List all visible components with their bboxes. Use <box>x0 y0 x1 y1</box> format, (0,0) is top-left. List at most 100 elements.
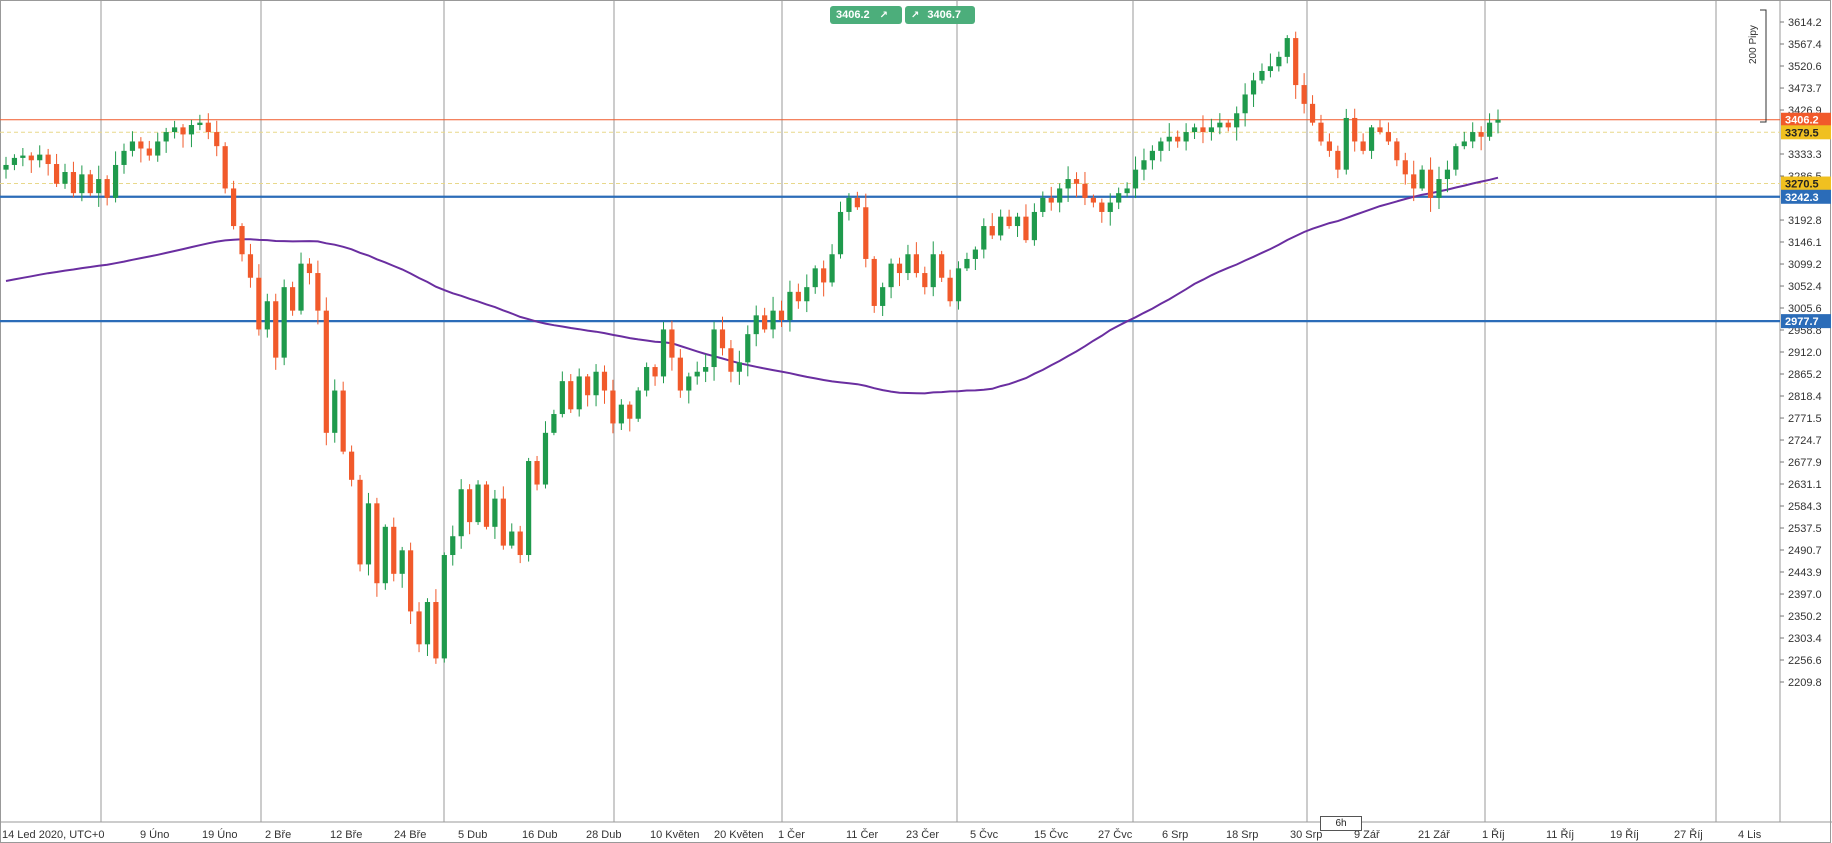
candle <box>155 132 161 162</box>
candle <box>20 148 26 167</box>
candle-body <box>441 555 447 659</box>
candle <box>677 349 683 398</box>
pips-scale-label: 200 Pipy <box>1748 25 1759 64</box>
candle-body <box>374 503 380 584</box>
candle <box>972 246 978 271</box>
candle-body <box>230 188 237 227</box>
candle <box>610 379 616 434</box>
candle <box>964 252 970 272</box>
x-tick-label: 23 Čer <box>906 828 939 841</box>
candle-body <box>332 390 338 433</box>
price-axis[interactable]: 3614.23567.43520.63473.73426.93333.33286… <box>1780 17 1822 689</box>
candle-body <box>922 273 928 288</box>
x-tick-label: 15 Čvc <box>1034 828 1069 841</box>
candle-body <box>1343 117 1349 170</box>
candle <box>1124 182 1130 198</box>
candle <box>483 481 490 530</box>
bid-quote-button[interactable]: 3406.2 ↗ <box>830 6 902 24</box>
candle-body <box>1023 216 1029 241</box>
trend-up-icon: ↗ <box>879 10 889 21</box>
candle <box>863 193 869 268</box>
candle-body <box>1149 150 1155 161</box>
candle-body <box>686 376 692 391</box>
candle-body <box>239 226 245 255</box>
y-tick-label: 2912.0 <box>1788 347 1822 359</box>
candle <box>11 154 18 171</box>
candle-body <box>1427 169 1434 198</box>
candle <box>1107 193 1113 226</box>
y-tick-label: 3333.3 <box>1788 149 1822 161</box>
candle <box>188 119 195 148</box>
candle <box>3 156 9 179</box>
candle-body <box>1057 188 1063 203</box>
candle-body <box>273 301 279 358</box>
candle <box>79 165 85 202</box>
candle <box>37 145 43 168</box>
y-tick-label: 2631.1 <box>1788 479 1822 491</box>
candle-body <box>1411 174 1417 189</box>
y-tick-label: 2256.6 <box>1788 655 1822 667</box>
candle <box>399 546 405 588</box>
candle-body <box>315 273 321 311</box>
timeframe-indicator[interactable]: 6h <box>1320 816 1362 831</box>
candle-body <box>188 125 195 135</box>
candle <box>214 120 220 157</box>
price-tag: 3242.3 <box>1781 189 1831 204</box>
candle-body <box>483 484 490 527</box>
candle <box>500 486 506 550</box>
y-tick-label: 2303.4 <box>1788 633 1822 645</box>
candle <box>357 474 363 572</box>
candle <box>315 260 321 325</box>
candle <box>104 175 110 206</box>
candle <box>96 165 102 207</box>
candle-body <box>1073 179 1080 184</box>
candle <box>981 218 987 259</box>
candle <box>197 114 203 131</box>
x-tick-label: 20 Květen <box>714 829 764 841</box>
candle-body <box>1419 169 1425 189</box>
candle <box>298 252 304 315</box>
candle <box>1175 130 1181 148</box>
candle <box>332 379 338 443</box>
candle <box>888 258 894 299</box>
x-tick-label: 10 Květen <box>650 829 700 841</box>
candle-body <box>770 310 776 330</box>
candle <box>871 256 877 313</box>
candle-body <box>534 461 540 485</box>
candle-body <box>610 390 616 424</box>
candle <box>1014 212 1021 237</box>
candle <box>778 300 785 327</box>
candle <box>1250 72 1257 107</box>
candle-body <box>1250 80 1257 95</box>
trend-up-icon: ↗ <box>911 10 920 21</box>
candle <box>70 161 77 198</box>
y-tick-label: 3052.4 <box>1788 281 1822 293</box>
candle <box>812 265 818 294</box>
ask-quote-button[interactable]: ↗ 3406.7 <box>905 6 975 24</box>
candle <box>694 361 700 385</box>
candle-body <box>3 164 9 170</box>
candle-body <box>197 122 203 126</box>
candle <box>205 113 211 140</box>
candle-body <box>998 216 1004 236</box>
candle <box>922 266 928 295</box>
candle <box>138 137 144 163</box>
candle <box>534 455 540 491</box>
candle <box>475 480 481 525</box>
candle <box>1208 118 1215 141</box>
candle <box>230 180 237 230</box>
candle <box>1234 106 1240 141</box>
candle <box>53 153 60 188</box>
candle <box>1368 125 1375 159</box>
candle <box>1166 123 1172 151</box>
candle-body <box>1267 66 1274 71</box>
time-axis[interactable]: 14 Led 2020, UTC+0 9 Úno 19 Úno 2 Bře 12 Bře… <box>2 828 1762 841</box>
candle <box>1149 145 1155 170</box>
candle-body <box>289 287 296 311</box>
candle <box>947 269 953 307</box>
candle-body <box>458 489 464 537</box>
candle-body <box>53 164 60 184</box>
candle <box>1242 83 1248 127</box>
